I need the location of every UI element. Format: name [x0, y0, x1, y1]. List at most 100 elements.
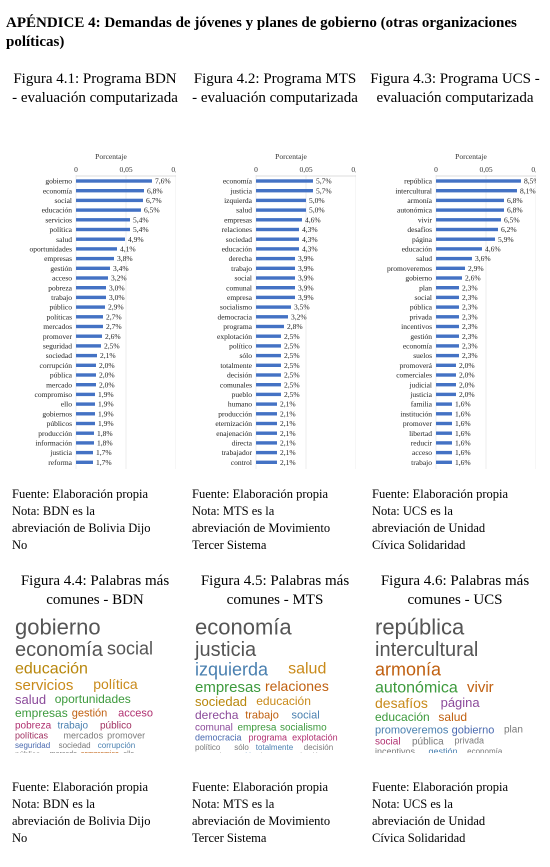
- cloud-word: plan: [504, 725, 523, 736]
- data-label: 4,3%: [302, 225, 318, 234]
- data-label: 2,0%: [459, 371, 475, 380]
- category-label: acceso: [412, 448, 432, 457]
- caption-line: Fuente: Elaboración propia: [372, 780, 509, 794]
- data-label: 2,5%: [284, 342, 300, 351]
- data-label: 3,9%: [298, 283, 314, 292]
- bar: [436, 344, 459, 348]
- category-label: mercado: [46, 380, 72, 389]
- figure-4-6-caption: Fuente: Elaboración propia Nota: UCS es …: [372, 779, 542, 847]
- data-label: 1,9%: [98, 390, 114, 399]
- data-label: 5,0%: [309, 196, 325, 205]
- data-label: 2,0%: [459, 380, 475, 389]
- category-label: socialismo: [220, 303, 252, 312]
- category-label: autonómica: [397, 206, 433, 215]
- category-label: pública: [410, 303, 433, 312]
- cloud-word: página: [441, 695, 481, 710]
- cloud-word: economía: [467, 747, 503, 753]
- cloud-word: oportunidades: [55, 692, 131, 706]
- cloud-word: empresa: [238, 723, 277, 734]
- data-label: 2,1%: [280, 419, 296, 428]
- cloud-word: seguridad: [15, 741, 50, 750]
- data-label: 1,7%: [96, 458, 112, 467]
- bar: [76, 276, 108, 280]
- bar: [76, 189, 144, 193]
- bar: [256, 286, 295, 290]
- data-label: 6,8%: [507, 196, 523, 205]
- category-label: promoveremos: [387, 264, 432, 273]
- figure-4-4-title: Figura 4.4: Palabras más comunes - BDN: [20, 573, 170, 608]
- data-label: 2,5%: [104, 342, 120, 351]
- data-label: 1,8%: [97, 439, 113, 448]
- data-label: 3,9%: [298, 264, 314, 273]
- bar: [436, 237, 495, 241]
- category-label: economía: [43, 186, 73, 195]
- caption-line: abreviación de Bolivia Dijo: [12, 814, 151, 828]
- category-label: economía: [403, 342, 433, 351]
- data-label: 8,5%: [524, 177, 536, 186]
- bar: [76, 402, 95, 406]
- bar: [256, 295, 295, 300]
- bar: [256, 227, 299, 232]
- cloud-word: social: [292, 709, 320, 721]
- data-label: 2,5%: [284, 371, 300, 380]
- data-label: 2,5%: [284, 332, 300, 341]
- cloud-word: privada: [455, 736, 485, 746]
- cloud-word: gestión: [72, 707, 107, 719]
- caption-line: Fuente: Elaboración propia: [192, 780, 329, 794]
- data-label: 2,1%: [280, 448, 296, 457]
- data-label: 2,3%: [462, 283, 478, 292]
- cloud-word: justicia: [194, 639, 257, 661]
- caption-line: Tercer Sistema: [192, 538, 267, 552]
- bar: [76, 460, 93, 464]
- data-label: 2,0%: [459, 390, 475, 399]
- tick-label: 0,1: [531, 165, 536, 174]
- data-label: 3,9%: [298, 274, 314, 283]
- bar: [76, 334, 102, 338]
- cloud-word: educación: [15, 661, 88, 678]
- category-label: suelos: [413, 351, 432, 360]
- data-label: 2,5%: [284, 380, 300, 389]
- figure-4-1-caption: Fuente: Elaboración propia Nota: BDN es …: [12, 486, 182, 554]
- bar: [436, 208, 504, 212]
- cloud-word: sólo: [234, 743, 249, 752]
- caption-line: Nota: MTS es la: [192, 504, 275, 518]
- category-label: políticas: [47, 312, 72, 321]
- category-label: salud: [236, 206, 252, 215]
- data-label: 2,5%: [284, 361, 300, 370]
- category-label: pública: [50, 371, 73, 380]
- tick-label: 0: [434, 165, 438, 174]
- bar: [76, 315, 103, 319]
- cloud-word: autonómica: [375, 680, 458, 697]
- bar: [76, 441, 94, 445]
- category-label: izquierda: [224, 196, 253, 205]
- bar: [436, 450, 452, 455]
- data-label: 1,6%: [455, 439, 471, 448]
- data-label: 5,7%: [316, 177, 332, 186]
- data-label: 2,5%: [284, 390, 300, 399]
- caption-line: abreviación de Bolivia Dijo: [12, 521, 151, 535]
- data-label: 2,0%: [459, 361, 475, 370]
- cloud-word: social: [375, 737, 401, 748]
- cloud-word: educación: [375, 710, 430, 724]
- data-label: 5,0%: [309, 206, 325, 215]
- bar: [436, 315, 459, 319]
- bar: [436, 227, 498, 232]
- figure-4-2-title: Figura 4.2: Programa MTS - evaluación co…: [192, 71, 358, 106]
- bar: [76, 227, 130, 232]
- category-label: intercultural: [395, 186, 432, 195]
- bar: [256, 189, 313, 193]
- bar: [436, 276, 462, 280]
- bar: [76, 412, 95, 416]
- bar: [436, 266, 465, 270]
- bar: [436, 324, 459, 329]
- data-label: 4,3%: [302, 235, 318, 244]
- caption-line: abreviación de Movimiento: [192, 521, 331, 535]
- data-label: 7,6%: [155, 177, 171, 186]
- bar: [256, 392, 281, 397]
- category-label: empresas: [44, 254, 72, 263]
- category-label: desafíos: [407, 225, 432, 234]
- cloud-word: acceso: [118, 707, 153, 719]
- bar: [256, 363, 281, 367]
- data-label: 2,7%: [106, 322, 122, 331]
- caption-line: Nota: BDN es la: [12, 504, 95, 518]
